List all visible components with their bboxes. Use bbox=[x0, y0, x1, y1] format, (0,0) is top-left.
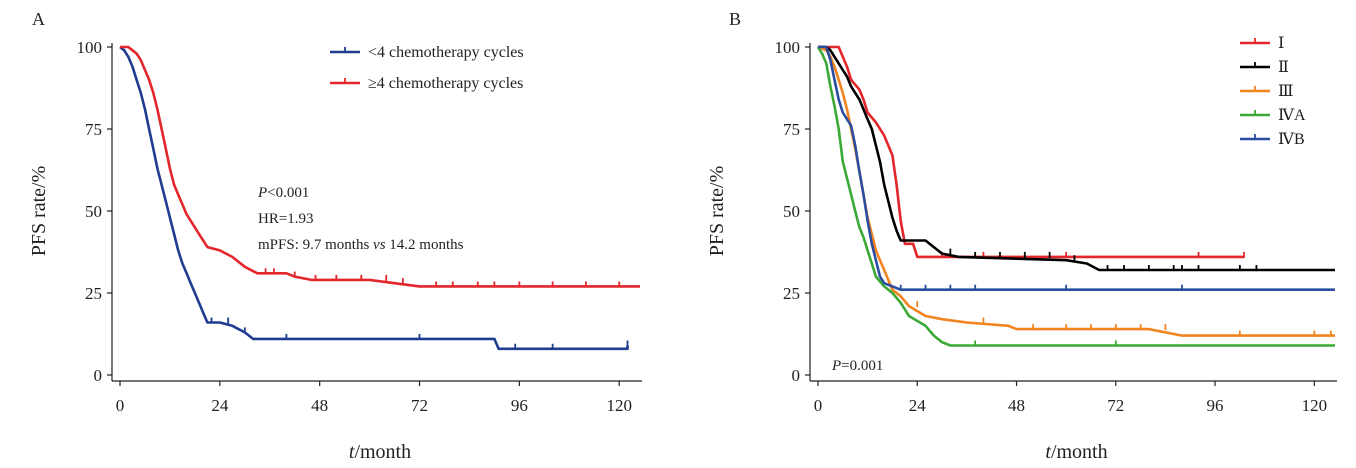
x-tick-label: 0 bbox=[116, 396, 125, 415]
series-line-2 bbox=[818, 45, 1335, 272]
annotation-text: <0.001 bbox=[267, 185, 309, 201]
y-tick-label: 100 bbox=[775, 38, 801, 57]
series-line-1 bbox=[818, 45, 1244, 259]
y-axis-title: PFS rate/% bbox=[706, 166, 728, 257]
series-line-1 bbox=[119, 45, 629, 351]
x-axis-title-var: t bbox=[1045, 441, 1051, 463]
annotation-1: P=0.001 bbox=[831, 358, 883, 374]
x-tick-label: 120 bbox=[1302, 396, 1328, 415]
panel-label: B bbox=[729, 9, 741, 29]
annotation-text: =0.001 bbox=[841, 358, 883, 374]
annotation-1: P<0.001 bbox=[257, 185, 309, 201]
legend-label-4: ⅣA bbox=[1278, 107, 1306, 124]
annotation-text: HR=1.93 bbox=[258, 211, 314, 227]
series-line-3 bbox=[817, 45, 1335, 337]
y-tick-label: 100 bbox=[77, 38, 103, 57]
annotation-3: mPFS: 9.7 months vs 14.2 months bbox=[258, 237, 464, 253]
y-tick-label: 0 bbox=[792, 366, 801, 385]
x-tick-label: 96 bbox=[1207, 396, 1224, 415]
legend-label-2: ≥4 chemotherapy cycles bbox=[368, 75, 523, 92]
x-tick-label: 96 bbox=[511, 396, 528, 415]
x-tick-label: 24 bbox=[909, 396, 927, 415]
x-axis-title-var: t bbox=[349, 441, 355, 463]
x-tick-label: 48 bbox=[1008, 396, 1025, 415]
km-chart-b: B 0 25 50 75 100 0 24 48 72 96 120 t/month PFS rate/%… bbox=[706, 9, 1337, 463]
legend-label-1: <4 chemotherapy cycles bbox=[368, 44, 524, 61]
y-tick-label: 50 bbox=[85, 202, 102, 221]
panel-label: A bbox=[32, 9, 45, 29]
series-line-5 bbox=[818, 45, 1335, 291]
legend-label-3: Ⅲ bbox=[1278, 83, 1293, 100]
chart-panel-a: A 0 25 50 75 100 0 24 48 72 96 120 t/month PFS rate/%… bbox=[28, 9, 642, 463]
x-axis-title-unit: /month bbox=[354, 441, 411, 463]
x-axis-title-unit: /month bbox=[1051, 441, 1108, 463]
legend-label-1: Ⅰ bbox=[1278, 35, 1284, 52]
annotation-2: HR=1.93 bbox=[258, 211, 314, 227]
annotation-part: vs bbox=[373, 237, 386, 253]
x-axis-title: t/month bbox=[349, 441, 411, 463]
x-tick-label: 24 bbox=[211, 396, 229, 415]
legend-label-5: ⅣB bbox=[1278, 131, 1305, 148]
x-tick-label: 0 bbox=[814, 396, 823, 415]
legend-label-2: Ⅱ bbox=[1278, 59, 1289, 76]
y-tick-label: 0 bbox=[94, 366, 103, 385]
series-line-2 bbox=[120, 45, 640, 288]
x-tick-label: 120 bbox=[606, 396, 632, 415]
x-tick-label: 48 bbox=[311, 396, 328, 415]
y-tick-label: 25 bbox=[783, 284, 800, 303]
y-tick-label: 75 bbox=[783, 120, 800, 139]
x-axis-title: t/month bbox=[1045, 441, 1107, 463]
x-tick-label: 72 bbox=[1107, 396, 1124, 415]
annotation-part: mPFS: 9.7 months bbox=[258, 237, 373, 253]
chart-panel-b: B 0 25 50 75 100 0 24 48 72 96 120 t/month PFS rate/%… bbox=[678, 0, 1356, 468]
series-line-4 bbox=[816, 46, 1335, 347]
y-axis-title: PFS rate/% bbox=[28, 166, 50, 257]
x-tick-label: 72 bbox=[411, 396, 428, 415]
annotation-symbol: P bbox=[831, 358, 841, 374]
annotation-symbol: P bbox=[257, 185, 267, 201]
y-tick-label: 75 bbox=[85, 120, 102, 139]
annotation-part: 14.2 months bbox=[386, 237, 464, 253]
y-tick-label: 25 bbox=[85, 284, 102, 303]
y-tick-label: 50 bbox=[783, 202, 800, 221]
km-chart-a: A 0 25 50 75 100 0 24 48 72 96 120 t/month PFS rate/%… bbox=[28, 9, 642, 463]
